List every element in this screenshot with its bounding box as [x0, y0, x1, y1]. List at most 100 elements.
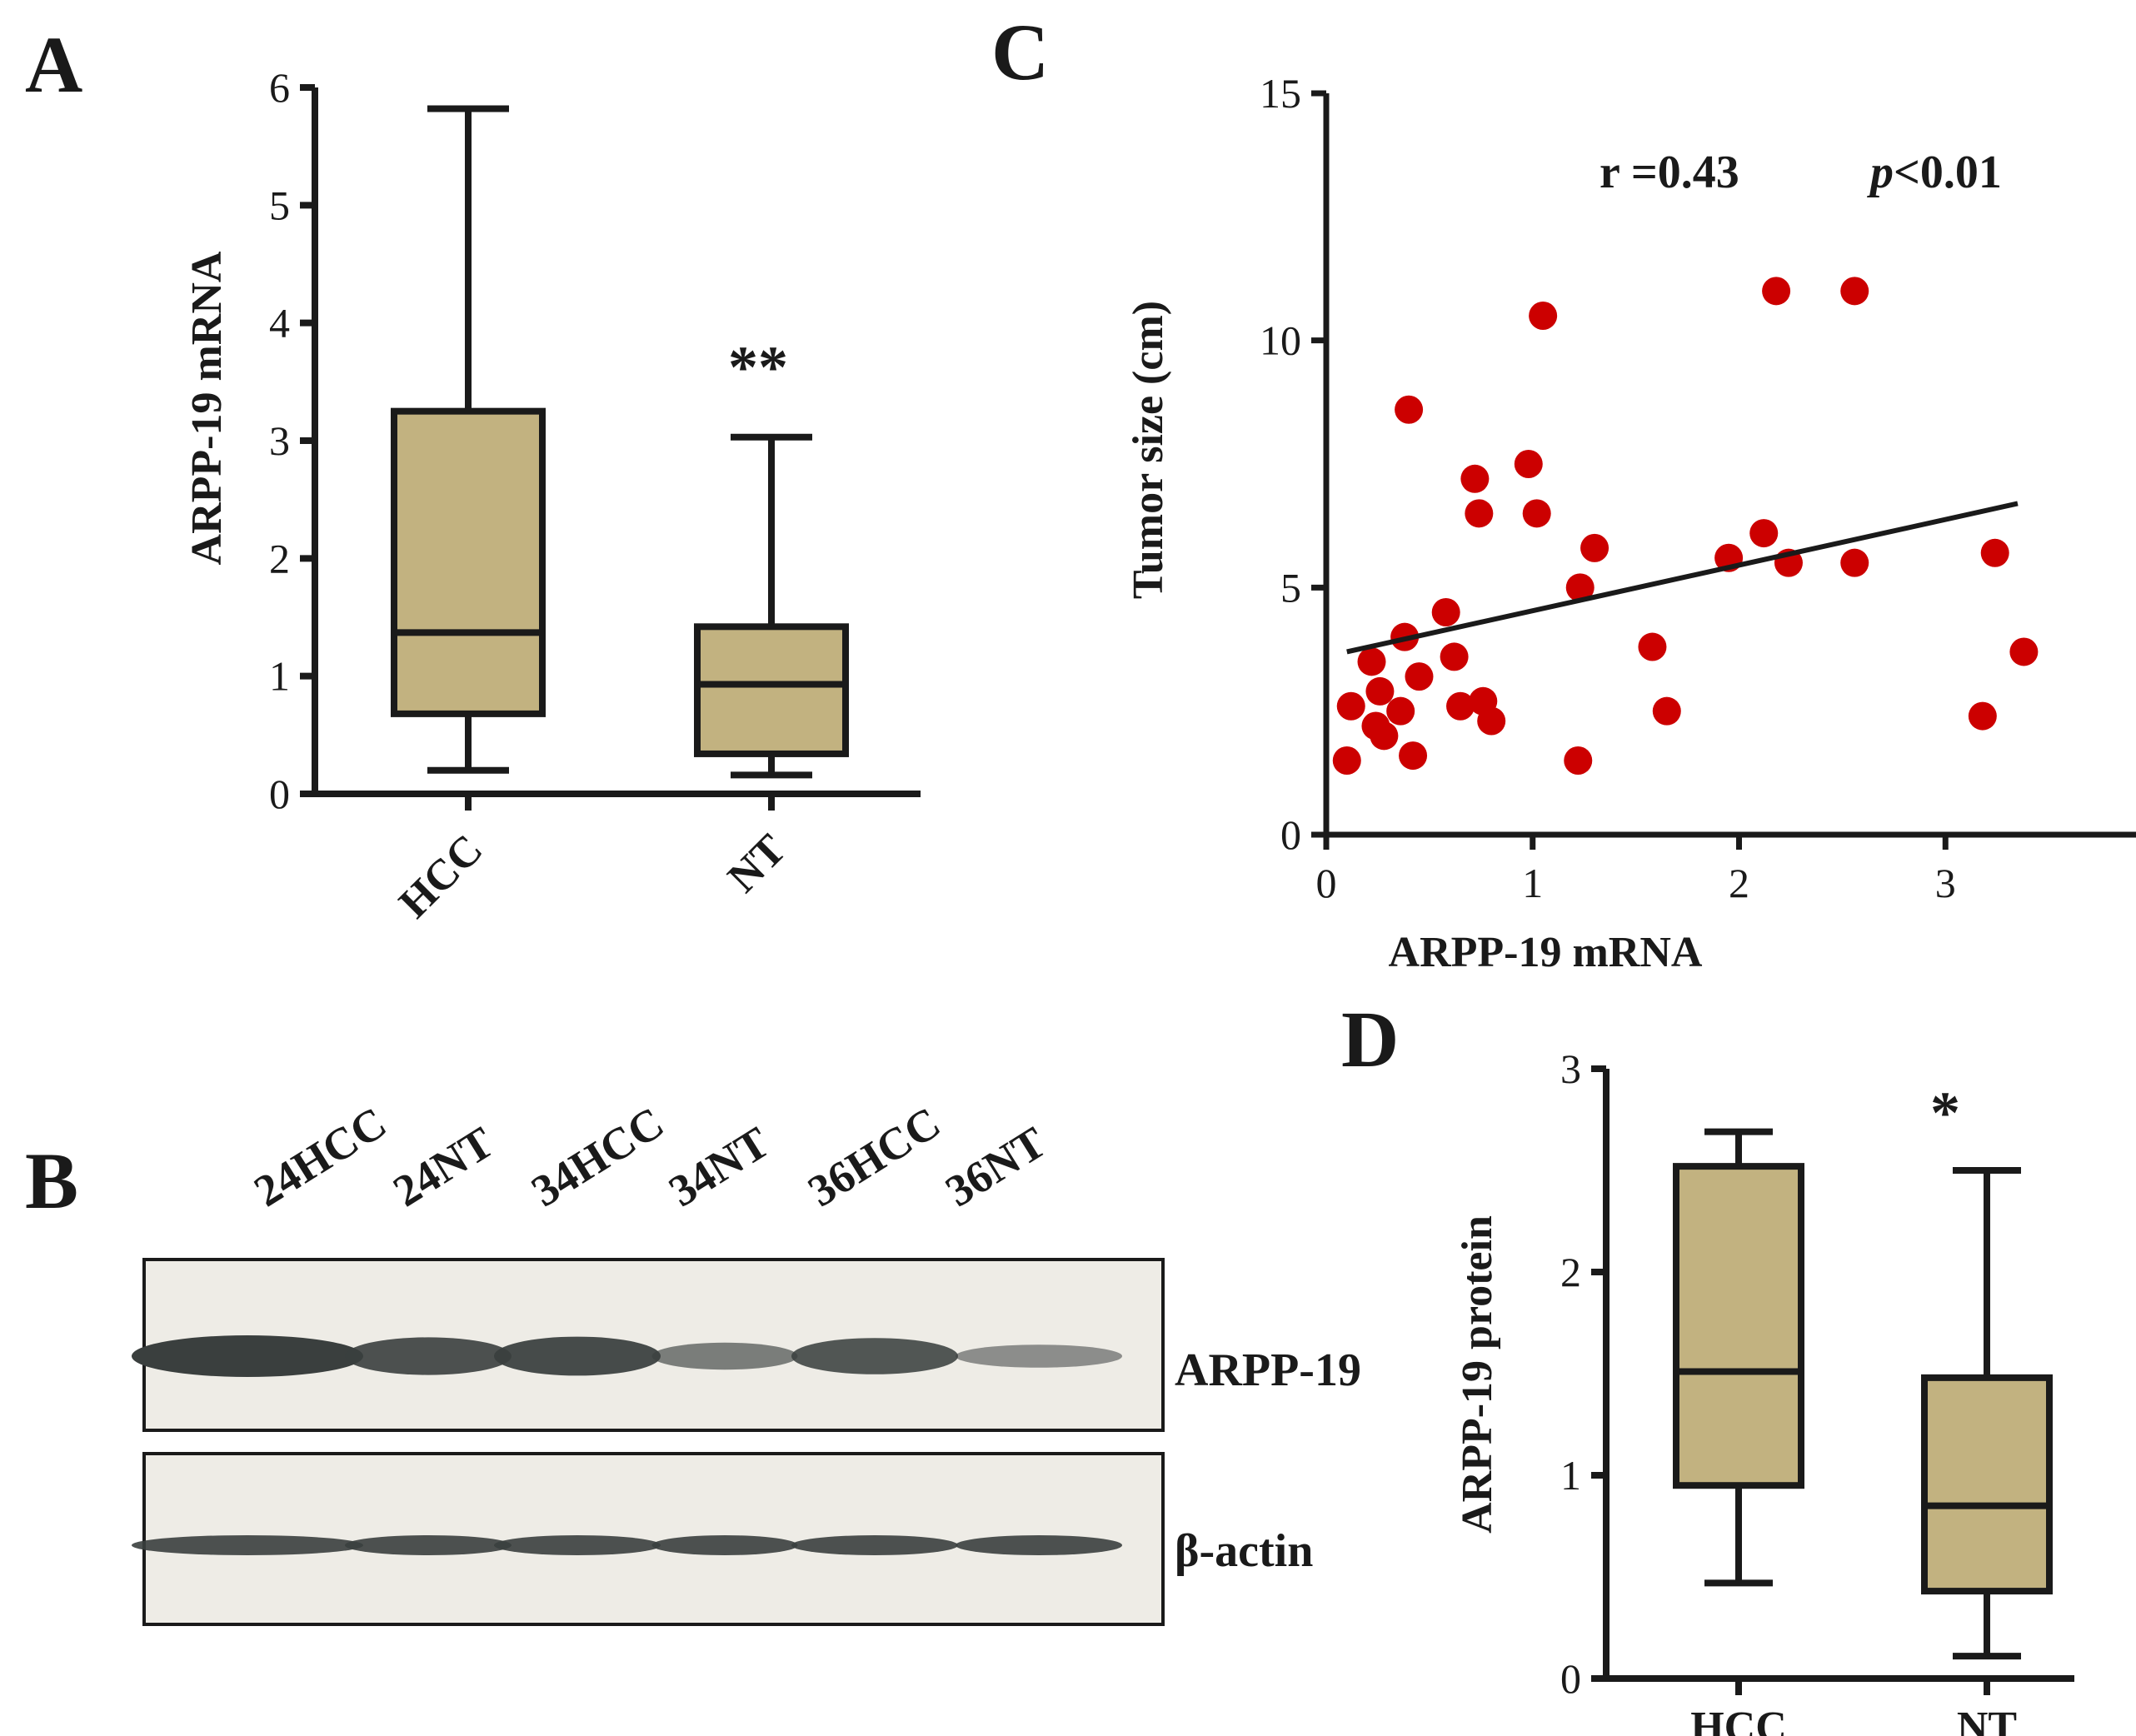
panel-d-significance: *: [1930, 1080, 1960, 1146]
blot-band: [791, 1338, 958, 1374]
scatter-point: [1365, 676, 1395, 706]
panel-b-letter: B: [25, 1136, 78, 1225]
scatter-point: [1840, 277, 1869, 306]
scatter-point: [1460, 464, 1490, 493]
y-tick-label: 6: [269, 64, 290, 111]
panel-b-blots: ARPP-19 β-actin: [132, 1258, 1361, 1626]
y-tick-label: 3: [269, 417, 290, 464]
blot-band: [956, 1344, 1122, 1368]
scatter-point: [1465, 499, 1494, 528]
y-tick-label: 5: [269, 182, 290, 228]
blot-band: [651, 1342, 798, 1370]
blot-band: [494, 1535, 661, 1555]
scatter-point: [2009, 637, 2039, 666]
y-tick-label: 0: [1280, 811, 1301, 858]
scatter-point: [1565, 573, 1595, 602]
x-tick-label: 1: [1522, 860, 1543, 906]
blot-band: [494, 1336, 661, 1376]
scatter-point: [1431, 598, 1460, 626]
y-tick-label: 3: [1560, 1045, 1581, 1092]
scatter-point: [1968, 701, 1997, 731]
scatter-point: [1395, 395, 1424, 424]
blot-band: [651, 1535, 798, 1555]
scatter-point: [1405, 662, 1434, 691]
panel-c-plot: 05101501234: [1260, 70, 2136, 906]
y-tick-label: 2: [1560, 1249, 1581, 1295]
scatter-point: [1580, 533, 1609, 562]
y-tick-label: 0: [1560, 1655, 1581, 1702]
scatter-point: [1840, 548, 1869, 577]
lane-label: 34HCC: [523, 1097, 672, 1216]
scatter-point: [1446, 691, 1475, 721]
panel-a-plot: 0 1 2 3 4 5 6 HCC NT: [269, 64, 921, 927]
x-category-label: HCC: [390, 826, 492, 927]
lane-label: 24HCC: [246, 1097, 395, 1216]
blot-band: [345, 1337, 512, 1375]
scatter-point: [1564, 746, 1593, 775]
scatter-point: [1440, 642, 1469, 671]
panel-c: C Tumor size (cm) ARPP-19 mRNA r =0.43 p…: [991, 7, 2136, 976]
x-category-label: NT: [719, 826, 795, 901]
lane-label: 34NT: [661, 1117, 778, 1216]
scatter-point: [1399, 741, 1428, 771]
panel-d-plot: 0 1 2 3 HCC NT: [1560, 1045, 2074, 1736]
panel-c-correlation-r: r =0.43: [1600, 147, 1739, 198]
panel-c-x-axis-title: ARPP-19 mRNA: [1389, 929, 1703, 976]
blot-label: β-actin: [1175, 1525, 1313, 1577]
scatter-point: [1514, 450, 1543, 478]
scatter-point: [1336, 691, 1365, 721]
scatter-point: [1522, 499, 1551, 528]
panel-c-p-symbol: p: [1867, 147, 1894, 198]
panel-c-letter: C: [991, 7, 1049, 97]
box-hcc: [1673, 1163, 1804, 1489]
blot-label: ARPP-19: [1175, 1344, 1361, 1396]
scatter-point: [1762, 277, 1791, 306]
lane-label: 36HCC: [800, 1097, 949, 1216]
box-nt: [1921, 1374, 2053, 1595]
blot-band: [345, 1535, 512, 1555]
x-tick-label: 3: [1935, 860, 1956, 906]
scatter-point: [1357, 647, 1386, 676]
panel-c-p-threshold: <0.01: [1894, 147, 2002, 198]
scatter-point: [1652, 696, 1681, 726]
scatter-point: [1980, 538, 2009, 567]
y-tick-label: 5: [1280, 564, 1301, 611]
panel-c-y-axis-title: Tumor size (cm): [1125, 301, 1172, 599]
y-tick-label: 4: [269, 300, 290, 347]
regression-line: [1346, 501, 2019, 655]
box-hcc: [391, 407, 546, 717]
x-tick-label: 0: [1316, 860, 1337, 906]
panel-a-y-axis-title: ARPP-19 mRNA: [183, 251, 231, 565]
scatter-point: [1370, 721, 1399, 751]
scatter-point: [1386, 696, 1415, 726]
x-category-label: NT: [1957, 1704, 2017, 1736]
blot-band: [132, 1535, 363, 1555]
panel-a: A ARPP-19 mRNA ** 0 1 2 3 4 5 6 HCC NT: [25, 20, 921, 927]
panel-a-letter: A: [25, 20, 82, 109]
x-category-label: HCC: [1690, 1704, 1787, 1736]
scatter-point: [1749, 519, 1779, 548]
panel-d-y-axis-title: ARPP-19 protein: [1454, 1215, 1501, 1534]
scatter-point: [1638, 632, 1667, 661]
lane-label: 36NT: [937, 1117, 1055, 1216]
panel-a-significance: **: [728, 334, 788, 401]
blot-band: [791, 1535, 958, 1555]
blot-band: [956, 1535, 1122, 1555]
panel-d: D ARPP-19 protein * 0 1 2 3 HCC NT: [1341, 995, 2074, 1736]
x-tick-label: 2: [1729, 860, 1749, 906]
lane-label: 24NT: [385, 1117, 502, 1216]
scatter-point: [1529, 302, 1558, 330]
scatter-point: [1477, 706, 1506, 736]
panel-c-p-value: p<0.01: [1867, 147, 2002, 198]
y-tick-label: 2: [269, 535, 290, 581]
y-tick-label: 1: [269, 653, 290, 700]
box-nt: [694, 623, 849, 757]
scatter-point: [1332, 746, 1361, 775]
blot-band: [132, 1335, 363, 1377]
panel-d-letter: D: [1341, 995, 1399, 1084]
y-tick-label: 1: [1560, 1452, 1581, 1499]
y-tick-label: 10: [1260, 317, 1301, 364]
